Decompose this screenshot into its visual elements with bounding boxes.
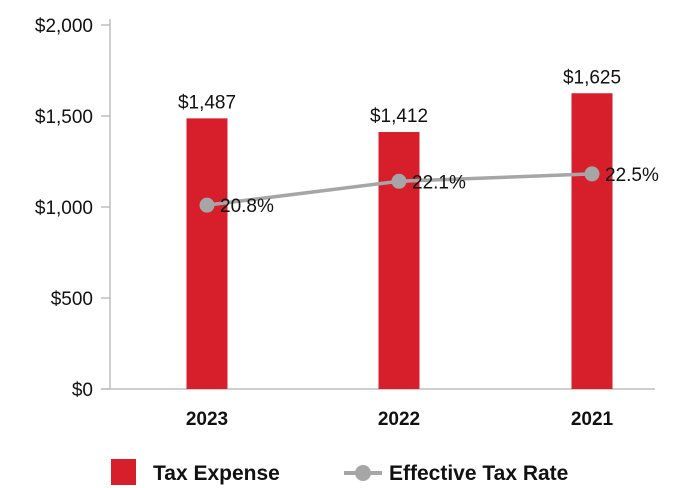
tax-expense-bar [378, 132, 420, 390]
x-category-label: 2022 [378, 409, 420, 430]
bar-series [186, 93, 613, 390]
legend-bar-swatch [111, 459, 136, 485]
effective-tax-rate-point [391, 173, 407, 189]
x-category-label: 2021 [571, 409, 614, 430]
y-tick-label: $1,500 [35, 107, 93, 128]
y-tick-label: $2,000 [35, 16, 93, 37]
legend-label-effective-tax-rate: Effective Tax Rate [389, 462, 568, 485]
legend: Tax Expense Effective Tax Rate [111, 459, 568, 485]
y-tick-label: $1,000 [35, 198, 93, 219]
effective-tax-rate-label: 22.1% [412, 172, 466, 193]
y-tick-label: $0 [72, 380, 93, 401]
x-axis: 2023 2022 2021 [186, 409, 614, 430]
effective-tax-rate-label: 20.8% [220, 196, 274, 217]
tax-expense-bar [186, 118, 228, 389]
tax-expense-label: $1,487 [178, 92, 236, 113]
effective-tax-rate-label: 22.5% [605, 165, 659, 186]
y-tick-label: $500 [51, 289, 93, 310]
tax-expense-label: $1,625 [563, 67, 621, 88]
tax-expense-bar [571, 93, 613, 389]
x-category-label: 2023 [186, 409, 228, 430]
effective-tax-rate-point [199, 197, 215, 213]
legend-label-tax-expense: Tax Expense [153, 462, 280, 485]
effective-tax-rate-point [584, 166, 600, 182]
legend-marker-swatch [355, 465, 371, 481]
data-labels: $1,487 $1,412 $1,625 20.8% 22.1% 22.5% [178, 67, 659, 217]
tax-expense-label: $1,412 [370, 106, 428, 127]
line-series [199, 166, 600, 213]
